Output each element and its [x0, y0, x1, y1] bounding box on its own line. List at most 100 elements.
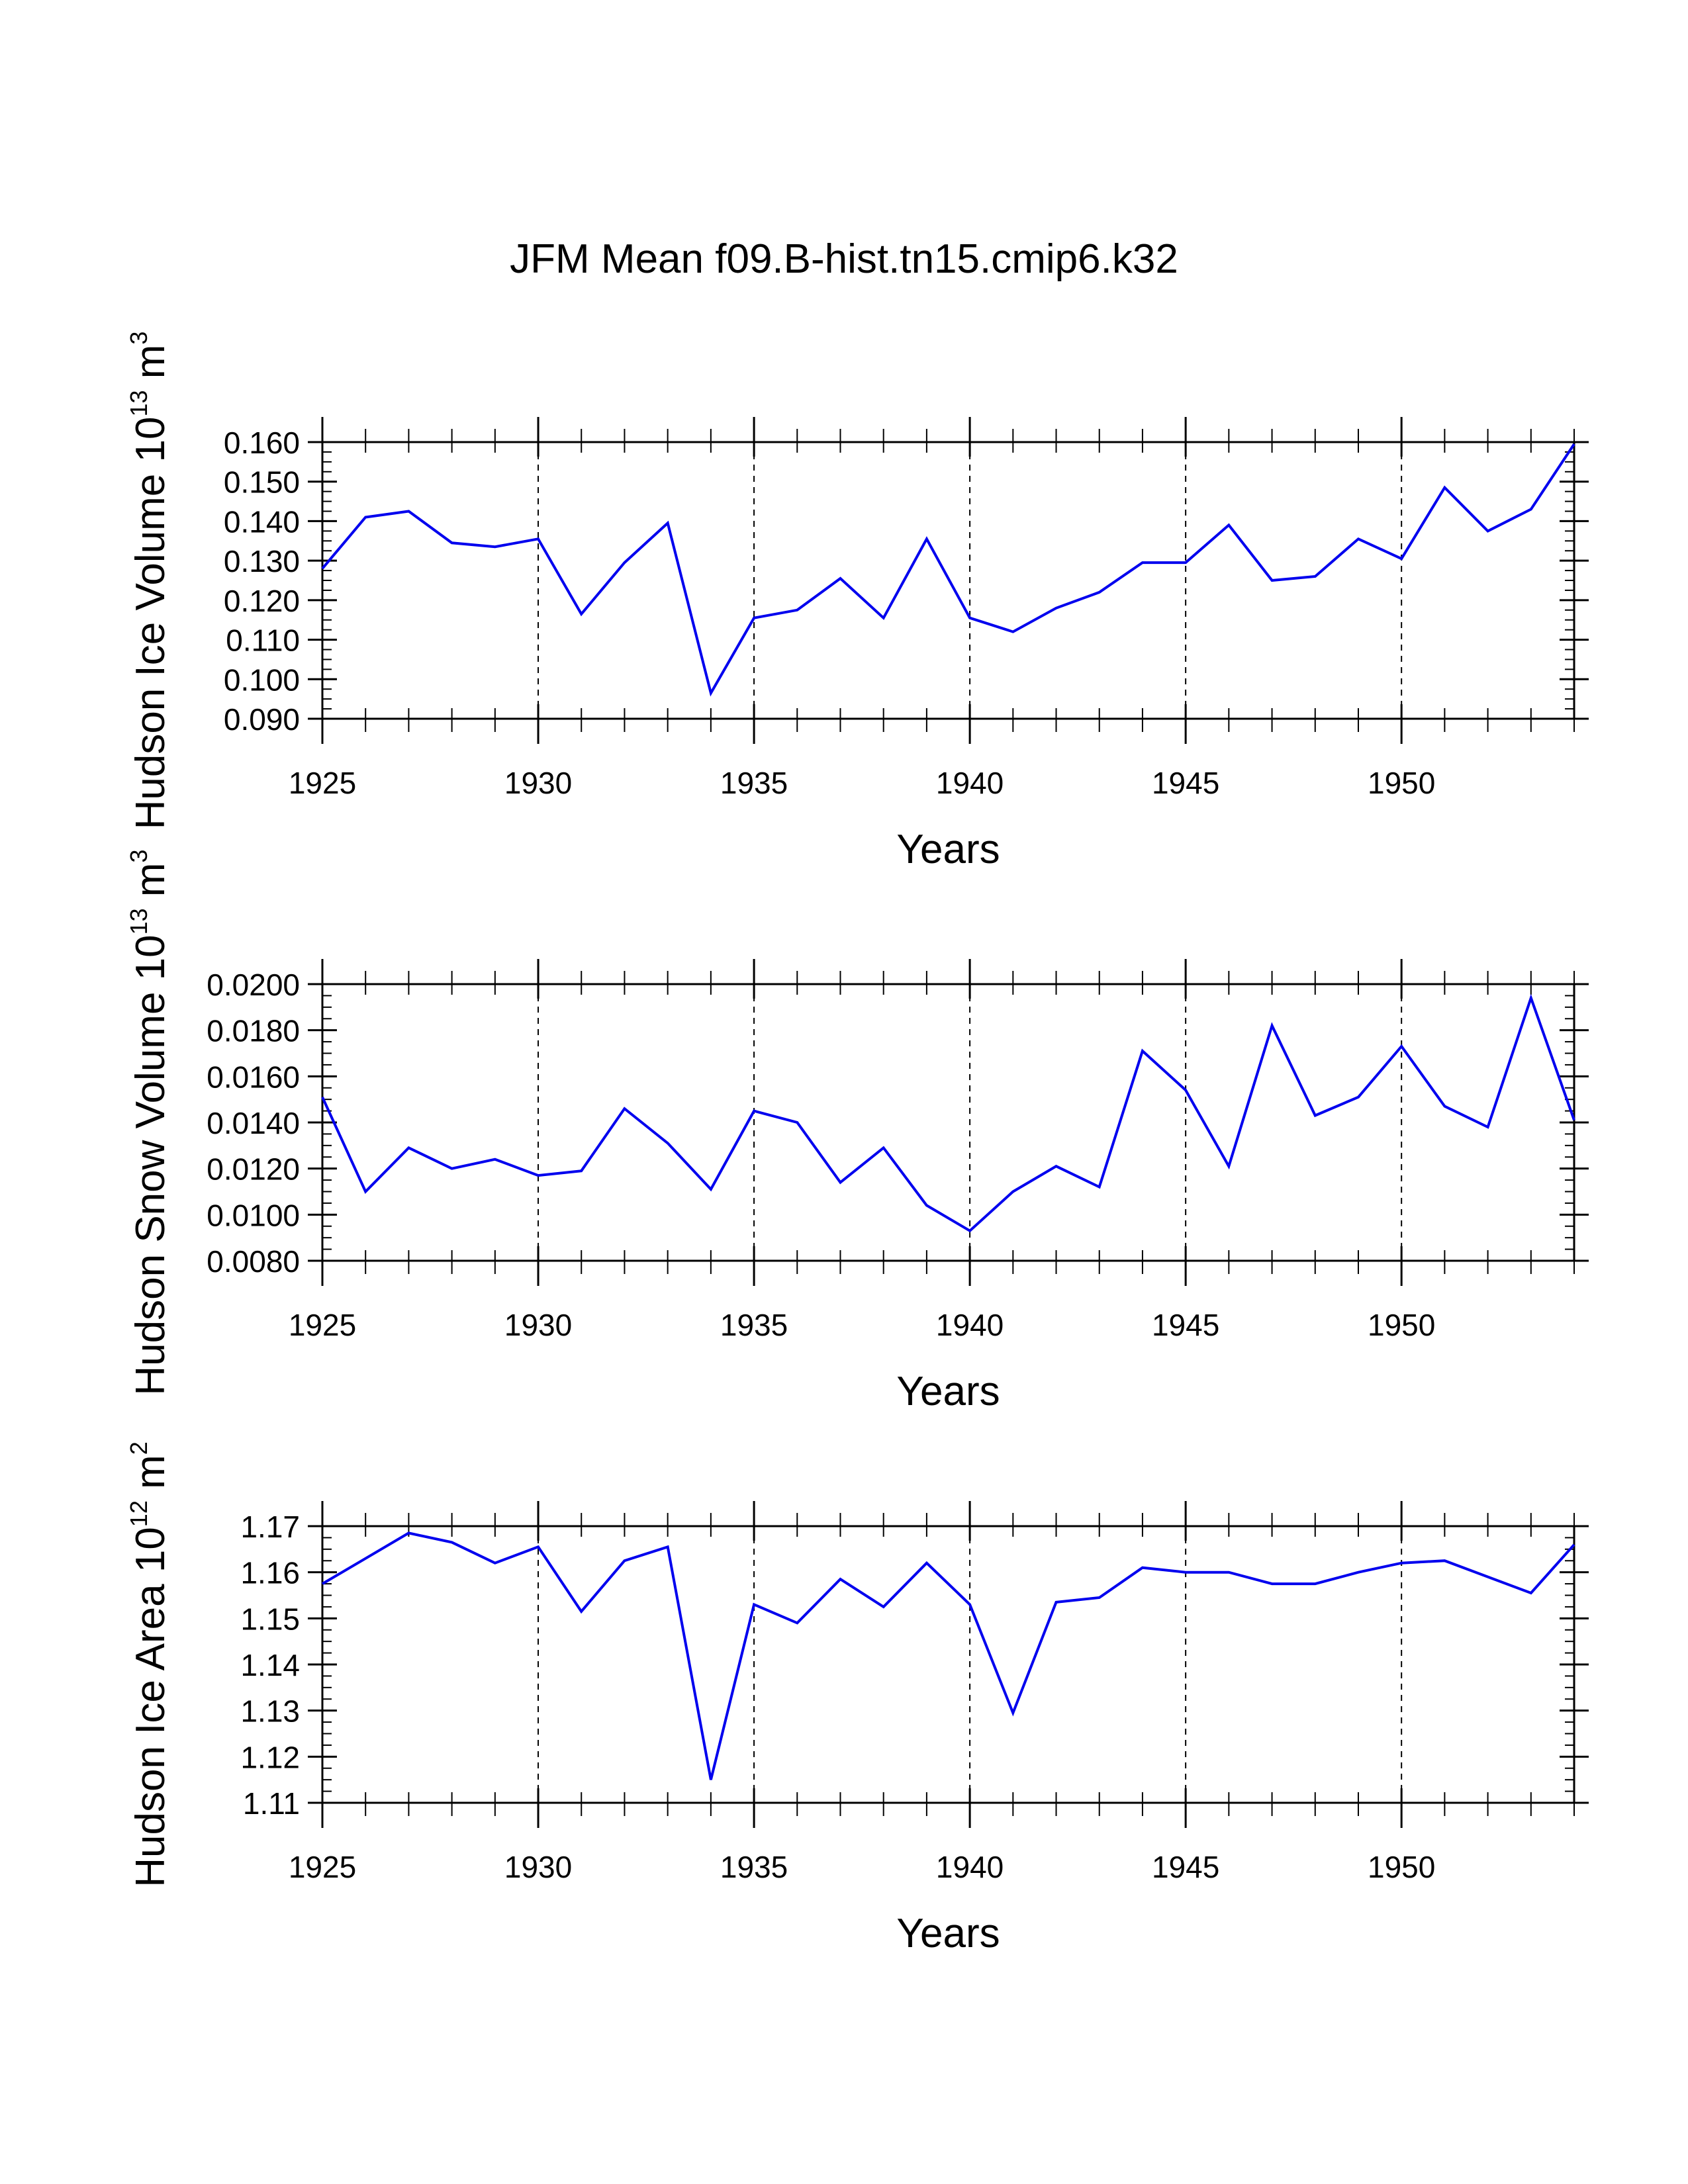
- y-tick-label: 0.0100: [207, 1198, 300, 1232]
- data-point: [838, 576, 842, 580]
- series-line: [321, 1531, 1575, 1780]
- data-point: [622, 561, 626, 565]
- data-point: [1529, 1591, 1533, 1595]
- data-point: [795, 608, 799, 612]
- data-point: [1141, 561, 1145, 565]
- plot-frame: [321, 441, 1575, 720]
- y-tick-label: 0.120: [224, 584, 300, 618]
- data-point: [1184, 1088, 1188, 1092]
- series-line: [321, 993, 1575, 1233]
- y-tick-label: 1.16: [240, 1556, 300, 1590]
- y-axis-label-exponent: 13: [125, 908, 152, 934]
- x-tick-label: 1930: [504, 1850, 572, 1884]
- x-tick-label: 1940: [936, 1308, 1004, 1342]
- data-point: [1529, 508, 1533, 512]
- data-point: [795, 1120, 799, 1124]
- y-axis-label: Hudson Snow Volume 1013 m3: [125, 849, 173, 1395]
- data-point: [709, 691, 713, 695]
- data-point: [450, 1167, 454, 1171]
- x-tick-label: 1950: [1368, 766, 1435, 800]
- data-point: [1572, 1543, 1576, 1547]
- y-axis-label-unit-exponent: 2: [125, 1441, 152, 1455]
- y-tick-label: 0.100: [224, 662, 300, 697]
- data-point: [968, 1602, 972, 1606]
- y-tick-label: 1.14: [240, 1648, 300, 1682]
- data-point: [363, 515, 367, 519]
- data-point: [1486, 1575, 1490, 1579]
- y-tick-label: 0.0160: [207, 1060, 300, 1094]
- x-tick-label: 1930: [504, 1308, 572, 1342]
- y-axis-label-main: Hudson Ice Area 10: [128, 1527, 173, 1888]
- y-tick-label: 0.0200: [207, 968, 300, 1002]
- x-tick-label: 1925: [289, 1850, 356, 1884]
- data-point: [1399, 1044, 1403, 1048]
- data-point: [968, 616, 972, 620]
- data-point: [320, 1582, 324, 1586]
- data-point: [406, 1146, 410, 1150]
- data-point: [450, 541, 454, 545]
- y-tick-label: 1.13: [240, 1694, 300, 1729]
- data-point: [1486, 1125, 1490, 1129]
- y-axis-label-unit: m: [128, 1455, 173, 1500]
- data-point: [1141, 1566, 1145, 1570]
- data-point: [622, 1107, 626, 1111]
- y-tick-label: 1.12: [240, 1740, 300, 1774]
- data-point: [450, 1540, 454, 1544]
- y-tick-label: 0.0140: [207, 1106, 300, 1140]
- y-axis-label-unit-exponent: 3: [125, 849, 152, 862]
- y-axis-label-unit: m: [128, 862, 173, 908]
- data-point: [1055, 1600, 1058, 1604]
- data-point: [1227, 523, 1231, 527]
- x-tick-label: 1940: [936, 1850, 1004, 1884]
- data-point: [1011, 1190, 1015, 1194]
- data-point: [1227, 1570, 1231, 1574]
- data-point: [1011, 1711, 1015, 1715]
- data-point: [622, 1559, 626, 1563]
- x-axis-label: Years: [896, 827, 1000, 872]
- data-point: [925, 1203, 929, 1207]
- data-point: [709, 1778, 713, 1782]
- data-point: [1098, 1596, 1102, 1600]
- figure-title: JFM Mean f09.B-hist.tn15.cmip6.k32: [510, 236, 1178, 282]
- x-tick-label: 1930: [504, 766, 572, 800]
- data-point: [579, 612, 583, 616]
- y-tick-label: 0.150: [224, 465, 300, 500]
- data-point: [363, 1557, 367, 1561]
- data-point: [493, 545, 497, 549]
- data-point: [1442, 1559, 1446, 1563]
- data-point: [925, 537, 929, 541]
- x-tick-label: 1935: [720, 1850, 788, 1884]
- series-line: [321, 443, 1575, 697]
- data-point: [1572, 442, 1576, 446]
- data-point: [666, 521, 670, 525]
- y-axis-label-main: Hudson Snow Volume 10: [128, 934, 173, 1395]
- data-point: [1270, 578, 1274, 582]
- data-point: [1399, 1561, 1403, 1565]
- data-point: [1270, 1024, 1274, 1028]
- y-axis-label-unit-exponent: 3: [125, 332, 152, 345]
- plot-frame: [321, 1525, 1575, 1804]
- data-point: [1442, 486, 1446, 490]
- y-tick-label: 0.130: [224, 544, 300, 578]
- data-point: [1529, 996, 1533, 1000]
- y-axis-label-exponent: 13: [125, 390, 152, 417]
- data-point: [968, 1229, 972, 1233]
- x-axis-label: Years: [896, 1911, 1000, 1956]
- data-point: [1356, 537, 1360, 541]
- plot-frame: [321, 983, 1575, 1262]
- data-point: [536, 1173, 540, 1177]
- data-point: [882, 1146, 886, 1150]
- data-point: [1184, 1570, 1188, 1574]
- data-point: [363, 1190, 367, 1194]
- data-point: [320, 1095, 324, 1099]
- data-point: [1184, 561, 1188, 565]
- data-point: [752, 1109, 756, 1113]
- data-point: [1572, 1118, 1576, 1122]
- data-point: [1098, 1185, 1102, 1189]
- panel-snow-volume: 0.0080 0.0100 0.0120 0.0140 0.0160 0.0180 0.02…: [125, 849, 1589, 1414]
- data-point: [579, 1610, 583, 1614]
- data-point: [838, 1577, 842, 1581]
- y-axis-label: Hudson Ice Area 1012 m2: [125, 1441, 173, 1888]
